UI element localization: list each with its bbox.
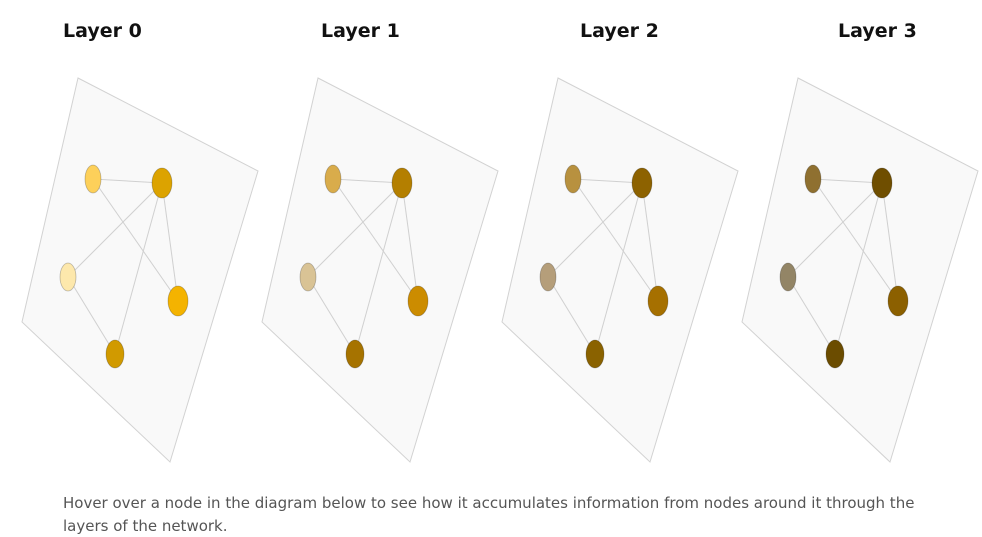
layer-2-edge-3 [594, 182, 643, 355]
caption-text: Hover over a node in the diagram below t… [63, 494, 915, 535]
layer-3-edge-3 [834, 182, 883, 355]
layer-3-node-3[interactable] [887, 285, 909, 317]
layer-3-title: Layer 3 [838, 20, 917, 42]
layer-diagram [21, 77, 979, 463]
layer-3-node-4[interactable] [825, 339, 845, 369]
layer-0-node-4[interactable] [105, 339, 125, 369]
layer-3-edge-0 [812, 178, 883, 184]
layer-3-plane [741, 77, 979, 463]
layer-3-node-2[interactable] [779, 262, 797, 292]
layer-2-node-3[interactable] [647, 285, 669, 317]
layer-2-edge-2 [547, 182, 643, 278]
layer-2-node-2[interactable] [539, 262, 557, 292]
layer-0-edge-1 [92, 178, 179, 302]
layer-1-edge-4 [401, 182, 419, 302]
layer-1-plane [261, 77, 499, 463]
layer-2-node-1[interactable] [631, 167, 653, 199]
layer-0-plane [21, 77, 259, 463]
layer-0-node-3[interactable] [167, 285, 189, 317]
layer-1-edge-3 [354, 182, 403, 355]
layer-0-node-2[interactable] [59, 262, 77, 292]
layer-1-edge-0 [332, 178, 403, 184]
layer-0-edge-3 [114, 182, 163, 355]
layer-0-node-1[interactable] [151, 167, 173, 199]
layer-1-node-1[interactable] [391, 167, 413, 199]
layer-2-edge-5 [547, 276, 596, 355]
layer-1-plane-group [261, 77, 499, 463]
layer-2-plane [501, 77, 739, 463]
layer-0-node-0[interactable] [84, 164, 102, 194]
layer-0-title: Layer 0 [63, 20, 142, 42]
layer-2-plane-group [501, 77, 739, 463]
layer-3-edge-1 [812, 178, 899, 302]
layer-2-node-4[interactable] [585, 339, 605, 369]
layer-1-edge-2 [307, 182, 403, 278]
layer-0-edge-5 [67, 276, 116, 355]
layer-1-edge-5 [307, 276, 356, 355]
layer-2-edge-0 [572, 178, 643, 184]
layer-1-edge-1 [332, 178, 419, 302]
layer-3-edge-4 [881, 182, 899, 302]
layer-0-edge-2 [67, 182, 163, 278]
layer-0-plane-group [21, 77, 259, 463]
layer-0-edge-0 [92, 178, 163, 184]
layer-3-edge-2 [787, 182, 883, 278]
layer-3-plane-group [741, 77, 979, 463]
layer-2-edge-1 [572, 178, 659, 302]
layer-2-edge-4 [641, 182, 659, 302]
layer-1-node-2[interactable] [299, 262, 317, 292]
layer-1-node-3[interactable] [407, 285, 429, 317]
layer-2-node-0[interactable] [564, 164, 582, 194]
layer-1-node-4[interactable] [345, 339, 365, 369]
layer-2-title: Layer 2 [580, 20, 659, 42]
layer-0-edge-4 [161, 182, 179, 302]
layer-3-node-0[interactable] [804, 164, 822, 194]
layer-3-node-1[interactable] [871, 167, 893, 199]
layer-1-title: Layer 1 [321, 20, 400, 42]
layer-3-edge-5 [787, 276, 836, 355]
layer-1-node-0[interactable] [324, 164, 342, 194]
